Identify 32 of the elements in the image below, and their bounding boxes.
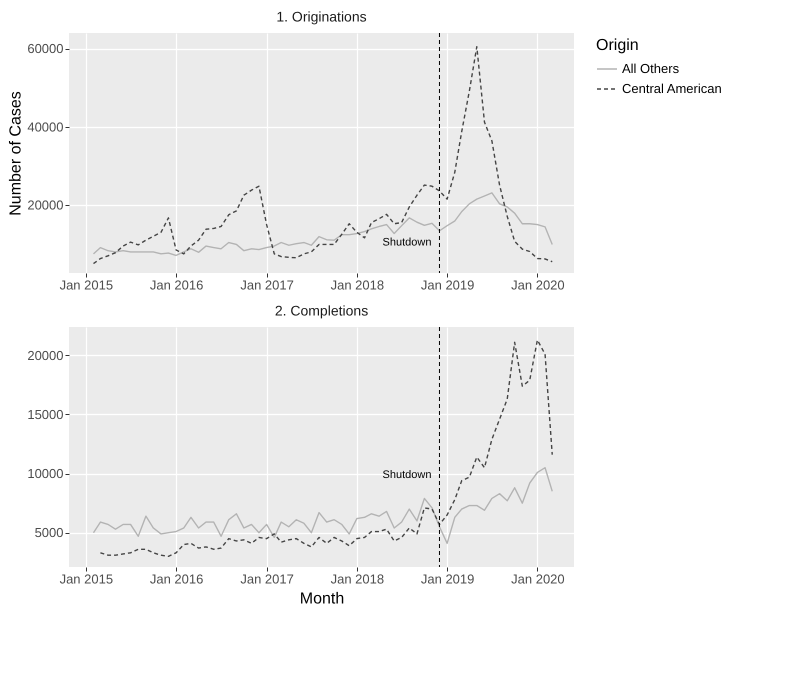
line-series — [92, 466, 553, 544]
x-tick-label: Jan 2017 — [240, 278, 294, 292]
x-tick-label: Jan 2019 — [420, 278, 474, 292]
chart-title: 1. Originations — [276, 8, 367, 24]
y-tick-label: 10000 — [27, 466, 64, 482]
x-axis-title: Month — [300, 590, 344, 608]
annotation: Shutdown — [382, 468, 432, 481]
y-tick-label: 5000 — [34, 525, 64, 540]
legend-label: Central American — [622, 81, 722, 96]
annotation: Shutdown — [382, 236, 432, 249]
x-tick-label: Jan 2020 — [511, 572, 565, 586]
y-axis-title: Number of Cases — [7, 91, 24, 216]
line-series — [92, 192, 553, 256]
x-tick-label: Jan 2015 — [60, 278, 114, 292]
y-tick-label: 15000 — [27, 406, 64, 422]
line-series — [92, 46, 553, 264]
y-tick-label: 60000 — [27, 41, 64, 56]
y-tick-label: 20000 — [27, 197, 64, 212]
y-tick-label: 40000 — [27, 119, 64, 134]
y-tick-label: 20000 — [27, 348, 64, 363]
legend-title: Origin — [596, 37, 639, 54]
chart-title: 2. Completions — [274, 302, 368, 318]
legend-label: All Others — [622, 61, 680, 76]
x-tick-label: Jan 2016 — [150, 278, 204, 292]
x-tick-label: Jan 2015 — [60, 572, 114, 586]
x-tick-label: Jan 2019 — [420, 572, 474, 586]
line-series — [100, 339, 553, 558]
x-tick-label: Jan 2020 — [511, 278, 565, 292]
x-tick-label: Jan 2018 — [330, 572, 384, 586]
x-tick-label: Jan 2016 — [150, 572, 204, 586]
x-tick-label: Jan 2017 — [240, 572, 294, 586]
x-tick-label: Jan 2018 — [330, 278, 384, 292]
